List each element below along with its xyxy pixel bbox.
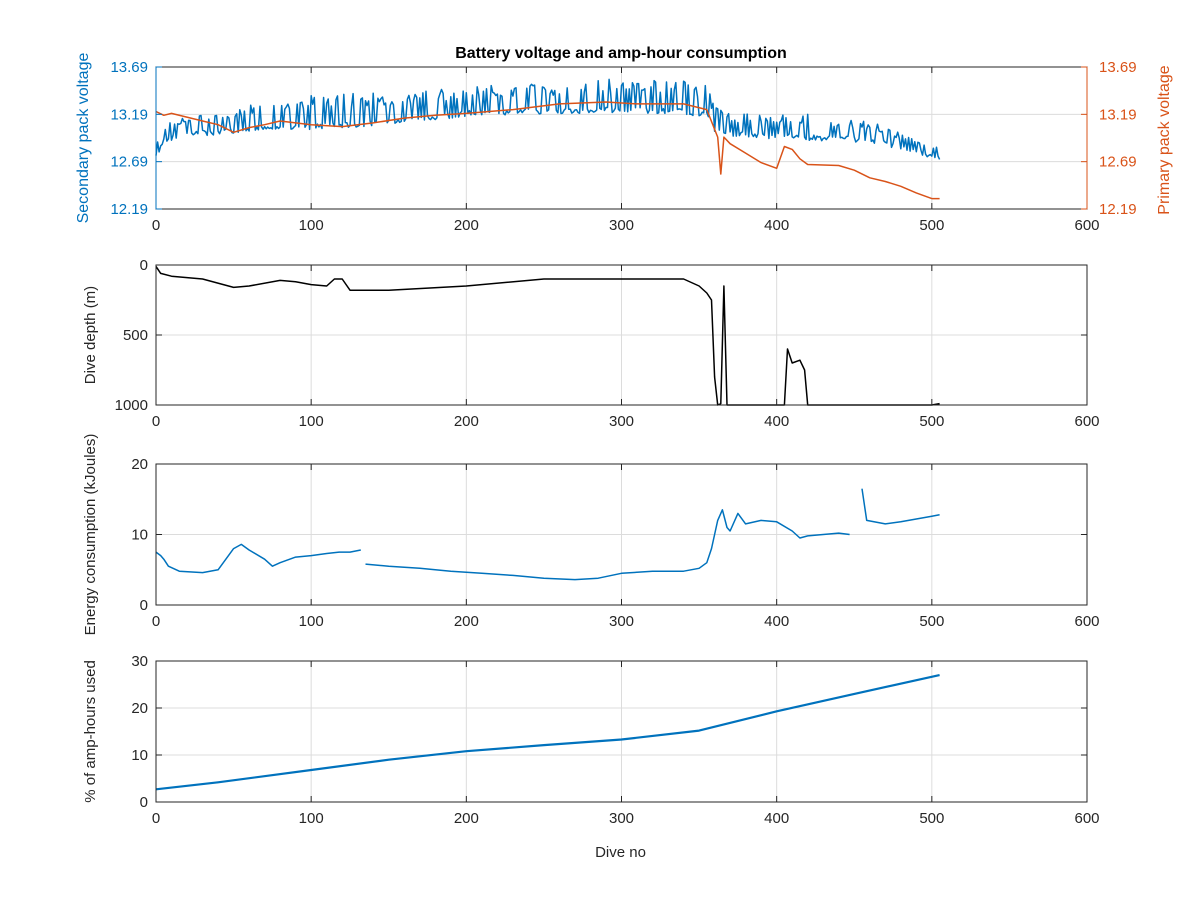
x-tick-label: 200: [454, 217, 479, 234]
x-axis-label: Dive no: [595, 844, 646, 861]
y-tick-label: 0: [140, 597, 148, 614]
x-tick-label: 200: [454, 810, 479, 827]
x-tick-label: 400: [764, 217, 789, 234]
x-tick-label: 200: [454, 613, 479, 630]
chart-title: Battery voltage and amp-hour consumption: [455, 45, 787, 62]
right-tick-label: 12.69: [1099, 154, 1137, 171]
y-tick-label: 12.19: [110, 201, 148, 218]
y-tick-label: 0: [140, 794, 148, 811]
series-line-primary: [155, 101, 940, 200]
y-tick-label: 30: [131, 653, 148, 670]
x-tick-label: 100: [299, 217, 324, 234]
depth-panel: 0 100 200 300 400 500 600 0 500 1000 Dive depth (m…: [82, 257, 1100, 430]
y-axis-label: Dive depth (m): [82, 286, 99, 384]
x-tick-label: 500: [919, 810, 944, 827]
series-line-0: [155, 265, 940, 406]
y-tick-label: 10: [131, 747, 148, 764]
series-line-2: [861, 488, 940, 525]
y-axis-label: % of amp-hours used: [82, 660, 99, 803]
right-tick-label: 13.69: [1099, 59, 1137, 76]
series-line-0: [155, 543, 361, 574]
series-line-secondary: [155, 78, 941, 160]
y-tick-label: 1000: [115, 397, 148, 414]
x-tick-label: 0: [152, 217, 160, 234]
amp-hours-panel: 0 100 200 300 400 500 600 0 10 20 30 % of amp-hours…: [82, 653, 1100, 861]
x-tick-label: 500: [919, 217, 944, 234]
x-tick-label: 600: [1074, 810, 1099, 827]
y-tick-label: 20: [131, 700, 148, 717]
x-tick-label: 100: [299, 413, 324, 430]
x-tick-label: 600: [1074, 217, 1099, 234]
x-tick-label: 600: [1074, 413, 1099, 430]
right-tick-label: 12.19: [1099, 201, 1137, 218]
x-tick-label: 400: [764, 810, 789, 827]
y-tick-label: 13.69: [110, 59, 148, 76]
y-tick-label: 10: [131, 527, 148, 544]
y-axis-label: Secondary pack voltage: [75, 53, 92, 224]
x-tick-label: 100: [299, 613, 324, 630]
x-tick-label: 100: [299, 810, 324, 827]
series-line-1: [365, 509, 850, 581]
y-tick-label: 20: [131, 456, 148, 473]
x-tick-label: 300: [609, 613, 634, 630]
y-tick-label: 0: [140, 257, 148, 274]
y-tick-label: 13.19: [110, 106, 148, 123]
y-tick-label: 500: [123, 327, 148, 344]
x-tick-label: 200: [454, 413, 479, 430]
x-tick-label: 500: [919, 413, 944, 430]
x-tick-label: 600: [1074, 613, 1099, 630]
x-tick-label: 300: [609, 413, 634, 430]
x-tick-label: 0: [152, 413, 160, 430]
y-axis-label: Energy consumption (kJoules): [82, 434, 99, 636]
x-tick-label: 500: [919, 613, 944, 630]
x-tick-label: 400: [764, 413, 789, 430]
x-tick-label: 300: [609, 217, 634, 234]
x-tick-label: 0: [152, 810, 160, 827]
x-tick-label: 0: [152, 613, 160, 630]
x-tick-label: 400: [764, 613, 789, 630]
series-line-0: [155, 674, 940, 791]
right-tick-label: 13.19: [1099, 106, 1137, 123]
energy-panel: 0 100 200 300 400 500 600 0 10 20 Energy consumpti…: [82, 434, 1100, 636]
voltage-panel: 0 100 200 300 400 500 60012.1912.6913.1913.691…: [75, 53, 1173, 234]
x-tick-label: 300: [609, 810, 634, 827]
right-axis-label: Primary pack voltage: [1156, 65, 1173, 214]
y-tick-label: 12.69: [110, 154, 148, 171]
